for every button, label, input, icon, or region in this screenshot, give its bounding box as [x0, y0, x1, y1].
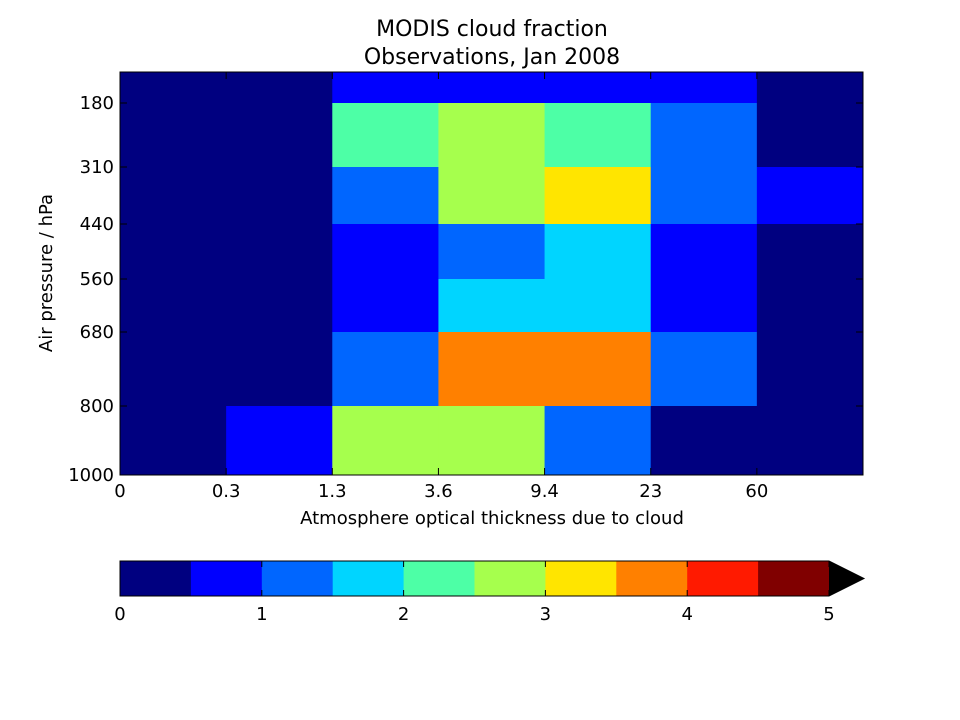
heatmap-cell [332, 72, 439, 104]
heatmap-cell [756, 167, 864, 225]
heatmap-cell [438, 224, 546, 280]
y-tick-label: 800 [80, 396, 114, 417]
colorbar-segment [545, 561, 617, 596]
y-axis-ticks: 180 310 440 560 680 800 1000 [68, 93, 863, 486]
heatmap-cell [438, 167, 546, 225]
heatmap-cell [120, 279, 227, 333]
heatmap-cell [332, 167, 439, 225]
heatmap-cell [120, 103, 227, 168]
colorbar-segment [474, 561, 546, 596]
colorbar-extend-arrow [829, 561, 864, 596]
colorbar-tick-label: 2 [398, 604, 409, 625]
heatmap-cell [332, 279, 439, 333]
colorbar-tick-label: 0 [114, 604, 125, 625]
heatmap-cell [756, 332, 864, 407]
heatmap-cell [544, 224, 652, 280]
heatmap-cell [756, 103, 864, 168]
colorbar-tick-label: 5 [823, 604, 834, 625]
colorbar-segment [758, 561, 830, 596]
heatmap-cell [226, 224, 333, 280]
heatmap-cell [438, 72, 546, 104]
y-tick-label: 560 [80, 269, 114, 290]
heatmap-cell [756, 224, 864, 280]
heatmap-cell [332, 103, 439, 168]
y-axis-label: Air pressure / hPa [36, 194, 57, 352]
heatmap-cell [120, 406, 227, 476]
heatmap-cell [332, 332, 439, 407]
colorbar-tick-label: 1 [256, 604, 267, 625]
y-tick-label: 180 [80, 93, 114, 114]
x-tick-label: 1.3 [318, 481, 347, 502]
heatmap-cell [438, 332, 546, 407]
heatmap-cell [438, 279, 546, 333]
heatmap-cell [226, 332, 333, 407]
y-tick-label: 680 [80, 322, 114, 343]
heatmap-cell [650, 72, 758, 104]
heatmap-cell [544, 103, 652, 168]
heatmap-cell [120, 72, 227, 104]
x-tick-label: 60 [745, 481, 768, 502]
x-tick-label: 9.4 [530, 481, 559, 502]
x-tick-label: 23 [639, 481, 662, 502]
colorbar-segment [261, 561, 334, 596]
heatmap-cell [226, 279, 333, 333]
heatmap-cell [650, 103, 758, 168]
colorbar [119, 560, 866, 597]
colorbar-tick-label: 4 [681, 604, 692, 625]
heatmap-cell [120, 167, 227, 225]
heatmap-cell [650, 406, 758, 476]
x-tick-label: 3.6 [424, 481, 453, 502]
colorbar-segment [687, 561, 759, 596]
y-tick-label: 310 [80, 157, 114, 178]
heatmap-cell [544, 406, 652, 476]
heatmap-cell [226, 406, 333, 476]
heatmap-cell [226, 72, 333, 104]
plot-frame [119, 71, 864, 476]
heatmap-cells [120, 72, 864, 476]
heatmap-cell [120, 332, 227, 407]
colorbar-tick-label: 3 [540, 604, 551, 625]
colorbar-segment [190, 561, 263, 596]
chart-subtitle: Observations, Jan 2008 [364, 45, 620, 70]
chart-title: MODIS cloud fraction [376, 17, 608, 42]
y-tick-label: 1000 [68, 465, 114, 486]
heatmap-cell [650, 224, 758, 280]
colorbar-segment [403, 561, 475, 596]
heatmap-cell [544, 72, 652, 104]
heatmap-cell [438, 406, 546, 476]
colorbar-segment [616, 561, 688, 596]
heatmap-cell [332, 224, 439, 280]
heatmap-cell [544, 332, 652, 407]
x-tick-label: 0 [114, 481, 125, 502]
x-tick-label: 0.3 [212, 481, 241, 502]
x-axis-ticks: 0 0.3 1.3 3.6 9.4 23 60 [114, 72, 768, 502]
heatmap-cell [438, 103, 546, 168]
colorbar-segment [332, 561, 405, 596]
colorbar-ticks: 0 1 2 3 4 5 [114, 561, 835, 625]
y-tick-label: 440 [80, 214, 114, 235]
heatmap-cell [756, 72, 864, 104]
heatmap-cell [332, 406, 439, 476]
heatmap-cell [756, 279, 864, 333]
heatmap-cell [544, 279, 652, 333]
heatmap-cell [650, 279, 758, 333]
heatmap-cell [226, 167, 333, 225]
heatmap-cell [226, 103, 333, 168]
heatmap-cell [756, 406, 864, 476]
heatmap-cell [120, 224, 227, 280]
heatmap-cell [650, 167, 758, 225]
heatmap-cell [544, 167, 652, 225]
colorbar-segment [120, 561, 192, 596]
x-axis-label: Atmosphere optical thickness due to clou… [300, 508, 684, 529]
heatmap-cell [650, 332, 758, 407]
